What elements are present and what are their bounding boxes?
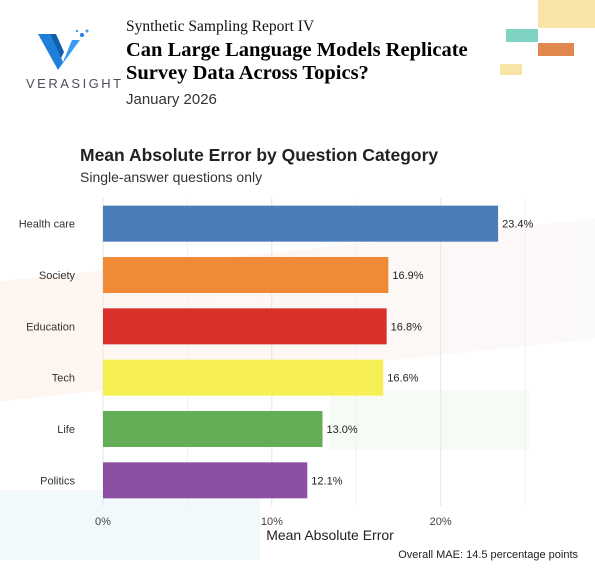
chart-subtitle: Single-answer questions only <box>80 169 263 185</box>
value-label: 16.6% <box>387 373 418 385</box>
category-label: Life <box>57 424 75 436</box>
report-date: January 2026 <box>126 91 217 108</box>
x-tick-label: 10% <box>261 516 283 528</box>
value-label: 16.8% <box>391 321 422 333</box>
verasight-logo: VERASIGHT <box>26 28 121 98</box>
background-band <box>0 490 260 560</box>
x-tick-label: 20% <box>430 516 452 528</box>
logo-mark-icon <box>38 29 89 70</box>
decor-block-yellow <box>538 0 595 28</box>
bar-life <box>103 411 323 447</box>
value-label: 16.9% <box>392 270 423 282</box>
category-label: Education <box>26 321 75 333</box>
report-title: Can Large Language Models Replicate Surv… <box>126 39 468 84</box>
category-label: Politics <box>40 475 75 487</box>
decor-block-teal <box>506 29 538 42</box>
report-series: Synthetic Sampling Report IV <box>126 18 315 35</box>
category-label: Tech <box>52 373 75 385</box>
category-label: Society <box>39 270 76 282</box>
logo-text: VERASIGHT <box>26 76 124 91</box>
bar-politics <box>103 462 308 499</box>
footnote: Overall MAE: 14.5 percentage points <box>398 549 578 561</box>
bar-education <box>103 308 387 345</box>
bar-society <box>103 257 389 293</box>
x-tick-label: 0% <box>95 516 111 528</box>
chart-title: Mean Absolute Error by Question Category <box>80 145 439 165</box>
background-band <box>330 390 530 450</box>
bar-health-care <box>103 205 499 242</box>
value-label: 12.1% <box>311 475 342 487</box>
decor-block-yellow-small <box>500 64 522 75</box>
value-label: 23.4% <box>502 219 533 231</box>
value-label: 13.0% <box>327 424 358 436</box>
decor-block-orange <box>538 43 574 56</box>
bar-tech <box>103 359 384 396</box>
category-label: Health care <box>19 219 75 231</box>
x-axis-title: Mean Absolute Error <box>266 527 394 543</box>
